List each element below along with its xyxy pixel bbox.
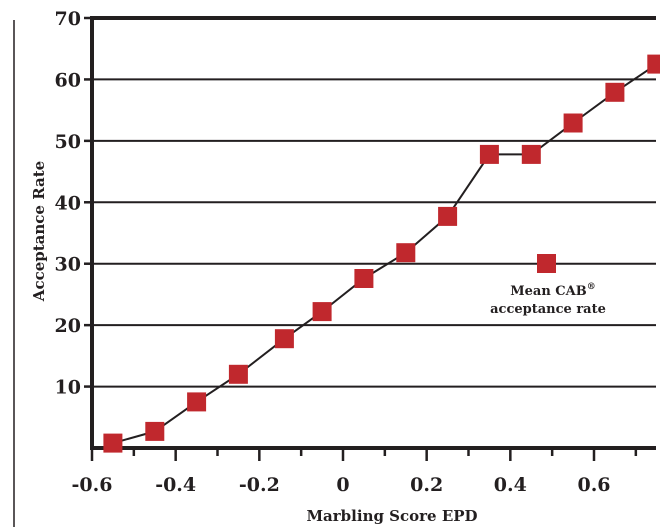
legend-label-line2: acceptance rate	[490, 302, 606, 317]
y-tick-label: 60	[55, 69, 81, 91]
legend-marker	[537, 254, 556, 273]
data-point-marker	[145, 421, 165, 441]
legend: Mean CAB® acceptance rate	[490, 254, 606, 317]
legend-registered-mark: ®	[587, 282, 596, 292]
x-tick-label: 0.6	[577, 474, 610, 496]
y-tick-label: 40	[55, 192, 81, 214]
data-point-marker	[647, 54, 660, 74]
data-point-marker	[479, 144, 499, 164]
y-tick-label: 20	[55, 315, 81, 337]
data-point-marker	[563, 113, 583, 133]
x-tick-label: -0.2	[239, 474, 280, 496]
data-point-marker	[103, 433, 123, 453]
x-tick-label: 0.2	[410, 474, 443, 496]
data-point-marker	[354, 269, 374, 288]
y-tick-label: 50	[55, 131, 81, 153]
gridlines	[92, 78, 656, 388]
x-tick-label: 0.4	[494, 474, 527, 496]
y-tick-label: 10	[55, 377, 81, 399]
x-tick-label: 0	[336, 474, 349, 496]
data-point-marker	[605, 82, 625, 102]
x-tick-label: -0.4	[155, 474, 196, 496]
y-axis-ticks: 10 20 30 40 50 60 70	[55, 8, 92, 399]
data-point-marker	[187, 392, 207, 412]
y-axis-title: Acceptance Rate	[30, 161, 48, 302]
data-point-marker	[438, 206, 458, 226]
x-axis-title: Marbling Score EPD	[306, 507, 477, 525]
data-point-marker	[274, 329, 294, 349]
x-axis-ticks: -0.6 -0.4 -0.2 0 0.2 0.4 0.6	[72, 448, 638, 496]
data-point-marker	[521, 144, 541, 164]
data-point-marker	[228, 364, 248, 384]
legend-label-line1: Mean CAB®	[510, 282, 595, 299]
data-markers	[103, 54, 660, 453]
y-tick-label: 70	[55, 8, 81, 30]
data-point-marker	[396, 243, 416, 263]
data-point-marker	[312, 302, 332, 322]
y-tick-label: 30	[55, 254, 81, 276]
x-tick-label: -0.6	[72, 474, 113, 496]
axes	[90, 16, 656, 450]
